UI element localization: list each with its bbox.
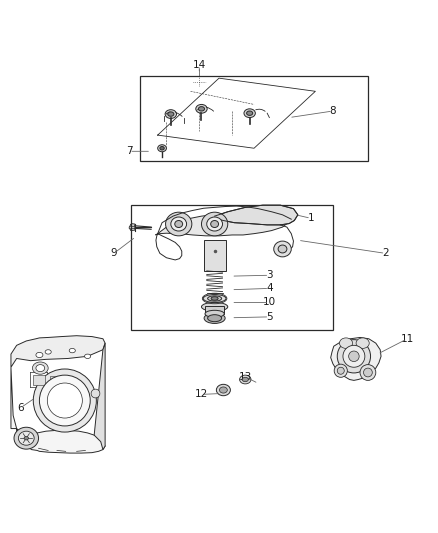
Ellipse shape — [69, 349, 75, 353]
Ellipse shape — [168, 112, 174, 116]
Bar — [50, 376, 59, 391]
Ellipse shape — [45, 350, 51, 354]
Ellipse shape — [242, 377, 248, 382]
Text: 1: 1 — [307, 213, 314, 223]
Ellipse shape — [158, 145, 166, 152]
Ellipse shape — [339, 338, 353, 349]
Bar — [61, 376, 70, 391]
Ellipse shape — [39, 375, 90, 426]
Text: 2: 2 — [382, 248, 389, 259]
Ellipse shape — [274, 241, 291, 257]
Ellipse shape — [160, 147, 164, 150]
Text: 4: 4 — [266, 284, 273, 293]
Ellipse shape — [278, 245, 287, 253]
Ellipse shape — [337, 367, 344, 374]
Text: 3: 3 — [266, 270, 273, 280]
Ellipse shape — [36, 365, 45, 372]
Polygon shape — [129, 223, 135, 231]
Ellipse shape — [208, 296, 222, 301]
Text: 9: 9 — [110, 248, 117, 259]
Ellipse shape — [196, 104, 207, 113]
Text: 6: 6 — [18, 402, 25, 413]
Ellipse shape — [337, 340, 371, 373]
Ellipse shape — [356, 338, 369, 349]
Ellipse shape — [175, 221, 183, 228]
Polygon shape — [11, 336, 105, 367]
Text: 5: 5 — [266, 312, 273, 322]
Text: 12: 12 — [195, 390, 208, 399]
Polygon shape — [11, 367, 105, 453]
Text: 11: 11 — [401, 334, 414, 344]
Ellipse shape — [166, 212, 192, 236]
Ellipse shape — [165, 110, 177, 118]
Ellipse shape — [334, 364, 347, 377]
Ellipse shape — [216, 384, 230, 395]
Ellipse shape — [219, 387, 227, 393]
Polygon shape — [214, 205, 298, 225]
Bar — [131, 205, 333, 330]
Text: 14: 14 — [193, 60, 206, 70]
Ellipse shape — [14, 427, 39, 449]
Ellipse shape — [47, 383, 82, 418]
Text: 7: 7 — [126, 146, 133, 156]
Ellipse shape — [240, 375, 251, 384]
Ellipse shape — [204, 313, 225, 324]
Ellipse shape — [32, 362, 48, 374]
Ellipse shape — [18, 431, 34, 445]
Ellipse shape — [360, 365, 376, 381]
Polygon shape — [155, 212, 289, 236]
Ellipse shape — [364, 368, 372, 377]
Ellipse shape — [201, 302, 228, 311]
Ellipse shape — [36, 352, 43, 358]
Ellipse shape — [201, 212, 228, 236]
Text: 8: 8 — [329, 106, 336, 116]
Ellipse shape — [208, 314, 222, 322]
Bar — [204, 240, 226, 271]
Bar — [205, 306, 224, 314]
Polygon shape — [94, 343, 105, 449]
Ellipse shape — [33, 369, 96, 432]
Ellipse shape — [207, 217, 223, 231]
Ellipse shape — [211, 297, 218, 300]
Ellipse shape — [205, 310, 224, 317]
Ellipse shape — [343, 345, 365, 367]
Ellipse shape — [203, 295, 226, 302]
Ellipse shape — [247, 111, 253, 115]
Ellipse shape — [24, 437, 28, 440]
Polygon shape — [331, 337, 381, 381]
Ellipse shape — [171, 217, 187, 231]
Ellipse shape — [198, 107, 205, 111]
Text: 13: 13 — [239, 372, 252, 382]
Ellipse shape — [211, 221, 219, 228]
Ellipse shape — [91, 389, 100, 398]
Bar — [140, 76, 368, 161]
Text: 10: 10 — [263, 297, 276, 308]
Bar — [33, 375, 45, 385]
Ellipse shape — [349, 351, 359, 361]
Ellipse shape — [85, 354, 91, 359]
Ellipse shape — [244, 109, 255, 118]
